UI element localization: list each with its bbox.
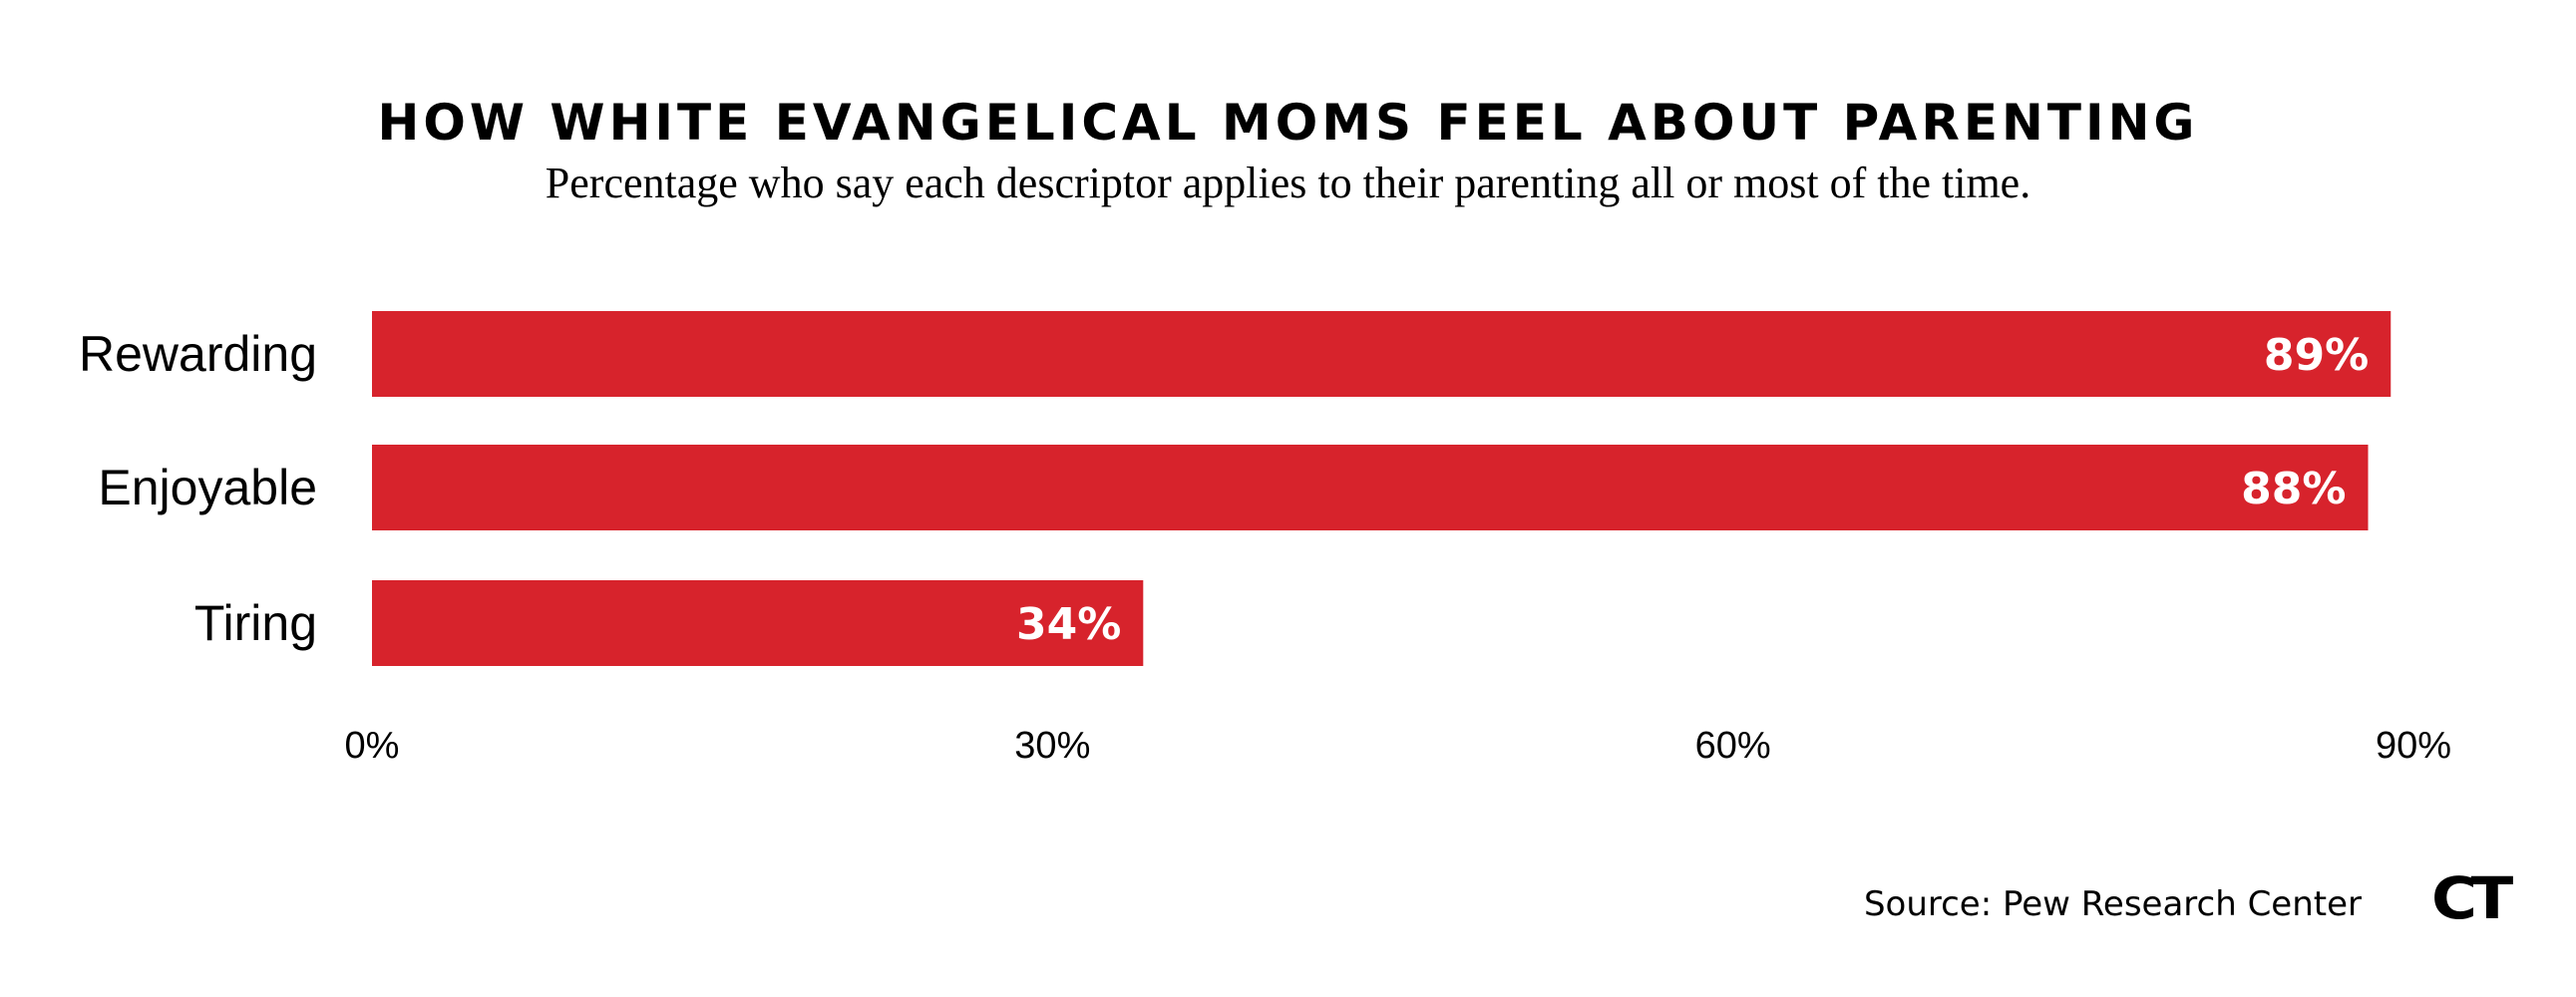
x-tick-label-30: 30% — [1014, 725, 1090, 767]
bar-rewarding — [372, 311, 2392, 397]
category-label-tiring: Tiring — [194, 595, 317, 651]
chart-subtitle: Percentage who say each descriptor appli… — [545, 159, 2031, 207]
value-label-rewarding: 89% — [2264, 330, 2369, 381]
x-tick-label-60: 60% — [1695, 725, 1771, 767]
x-tick-label-0: 0% — [345, 725, 400, 767]
category-label-rewarding: Rewarding — [79, 326, 317, 382]
chart-title: HOW WHITE EVANGELICAL MOMS FEEL ABOUT PA… — [377, 94, 2199, 152]
category-label-enjoyable: Enjoyable — [98, 460, 317, 515]
bar-enjoyable — [372, 445, 2369, 530]
bar-tiring — [372, 580, 1144, 666]
x-tick-label-90: 90% — [2376, 725, 2451, 767]
value-label-tiring: 34% — [1016, 599, 1121, 650]
value-label-enjoyable: 88% — [2241, 464, 2346, 514]
source-note: Source: Pew Research Center — [1863, 884, 2362, 924]
ct-logo: CT — [2431, 864, 2513, 932]
